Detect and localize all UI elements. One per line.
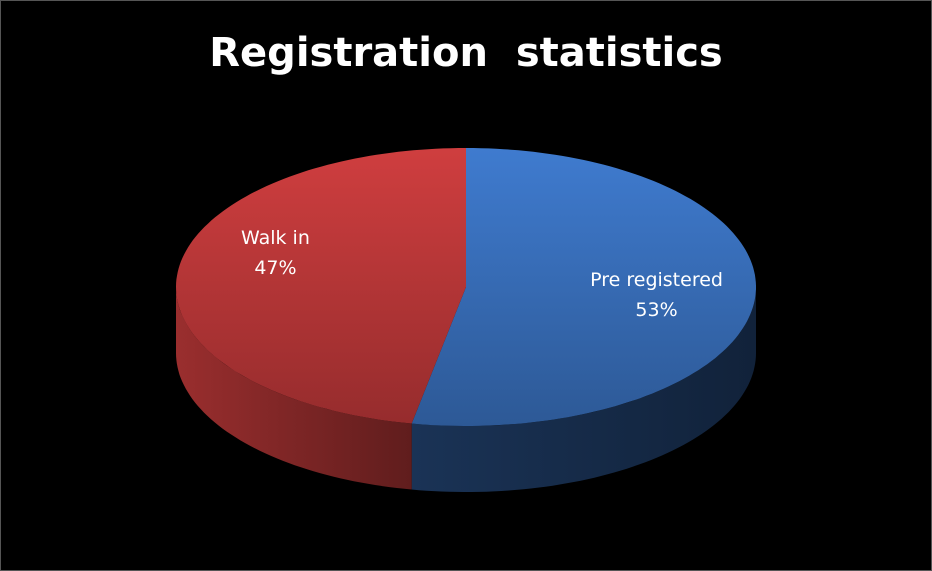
slice-side [411, 287, 756, 492]
slice [176, 148, 466, 424]
slice-label: Walk in [241, 227, 310, 249]
slice-side [176, 287, 412, 490]
chart-title: Registration statistics [209, 30, 722, 76]
slice-value-label: 47% [254, 257, 296, 279]
slice [411, 148, 756, 426]
slice-label: Pre registered [590, 269, 723, 291]
slice-value-label: 53% [635, 299, 677, 321]
